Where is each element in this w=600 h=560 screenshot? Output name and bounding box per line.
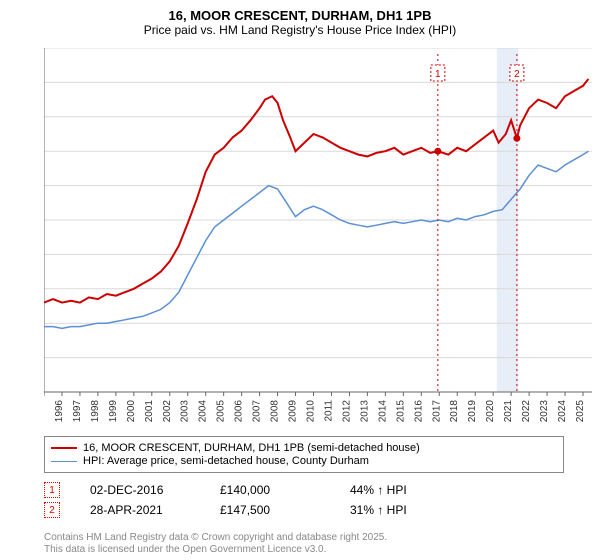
transaction-marker: 1: [44, 482, 60, 498]
svg-text:2014: 2014: [377, 400, 388, 423]
legend-label: HPI: Average price, semi-detached house,…: [83, 455, 369, 467]
chart-title: 16, MOOR CRESCENT, DURHAM, DH1 1PB Price…: [0, 0, 600, 41]
svg-text:2011: 2011: [323, 400, 334, 422]
svg-text:2003: 2003: [180, 400, 191, 423]
svg-text:2000: 2000: [126, 400, 137, 423]
transaction-date: 02-DEC-2016: [90, 483, 190, 497]
transaction-delta: 31% ↑ HPI: [350, 503, 450, 517]
transaction-marker: 2: [44, 502, 60, 518]
transaction-price: £140,000: [220, 483, 320, 497]
chart-area: £0£20K£40K£60K£80K£100K£120K£140K£160K£1…: [44, 48, 592, 426]
legend-swatch: [51, 447, 77, 449]
svg-text:1998: 1998: [90, 400, 101, 423]
legend-item: HPI: Average price, semi-detached house,…: [51, 455, 557, 467]
svg-text:2009: 2009: [288, 400, 299, 423]
svg-text:2010: 2010: [306, 400, 317, 423]
legend-label: 16, MOOR CRESCENT, DURHAM, DH1 1PB (semi…: [83, 442, 420, 454]
svg-text:1999: 1999: [108, 400, 119, 423]
svg-text:2006: 2006: [234, 400, 245, 423]
svg-text:2004: 2004: [198, 400, 209, 423]
svg-text:2018: 2018: [449, 400, 460, 423]
transaction-row: 2 28-APR-2021 £147,500 31% ↑ HPI: [44, 502, 450, 518]
svg-text:2002: 2002: [162, 400, 173, 423]
svg-text:2019: 2019: [467, 400, 478, 423]
svg-text:2005: 2005: [216, 400, 227, 423]
svg-text:2013: 2013: [359, 400, 370, 423]
svg-text:2016: 2016: [413, 400, 424, 423]
svg-text:2023: 2023: [539, 400, 550, 423]
svg-text:2022: 2022: [521, 400, 532, 423]
svg-text:1995: 1995: [44, 400, 47, 423]
transaction-price: £147,500: [220, 503, 320, 517]
svg-text:2008: 2008: [270, 400, 281, 423]
svg-text:2024: 2024: [557, 400, 568, 423]
footer-line1: Contains HM Land Registry data © Crown c…: [44, 532, 387, 544]
legend-swatch: [51, 461, 77, 462]
svg-text:1997: 1997: [72, 400, 83, 423]
svg-text:2021: 2021: [503, 400, 514, 423]
transaction-delta: 44% ↑ HPI: [350, 483, 450, 497]
legend-item: 16, MOOR CRESCENT, DURHAM, DH1 1PB (semi…: [51, 442, 557, 454]
transaction-list: 1 02-DEC-2016 £140,000 44% ↑ HPI 2 28-APR-202…: [44, 478, 450, 522]
svg-text:2007: 2007: [252, 400, 263, 423]
title-subtitle: Price paid vs. HM Land Registry's House …: [0, 23, 600, 37]
footer-attribution: Contains HM Land Registry data © Crown c…: [44, 532, 387, 556]
svg-text:2: 2: [514, 69, 520, 80]
svg-text:2017: 2017: [431, 400, 442, 423]
line-chart: £0£20K£40K£60K£80K£100K£120K£140K£160K£1…: [44, 48, 592, 426]
title-address: 16, MOOR CRESCENT, DURHAM, DH1 1PB: [0, 8, 600, 23]
svg-text:2020: 2020: [485, 400, 496, 423]
svg-text:2015: 2015: [395, 400, 406, 423]
svg-text:2025: 2025: [575, 400, 586, 423]
svg-text:1: 1: [435, 69, 441, 80]
svg-text:2001: 2001: [144, 400, 155, 423]
svg-text:1996: 1996: [54, 400, 65, 423]
transaction-row: 1 02-DEC-2016 £140,000 44% ↑ HPI: [44, 482, 450, 498]
transaction-date: 28-APR-2021: [90, 503, 190, 517]
svg-text:2012: 2012: [341, 400, 352, 423]
legend: 16, MOOR CRESCENT, DURHAM, DH1 1PB (semi…: [44, 436, 564, 473]
footer-line2: This data is licensed under the Open Gov…: [44, 544, 387, 556]
